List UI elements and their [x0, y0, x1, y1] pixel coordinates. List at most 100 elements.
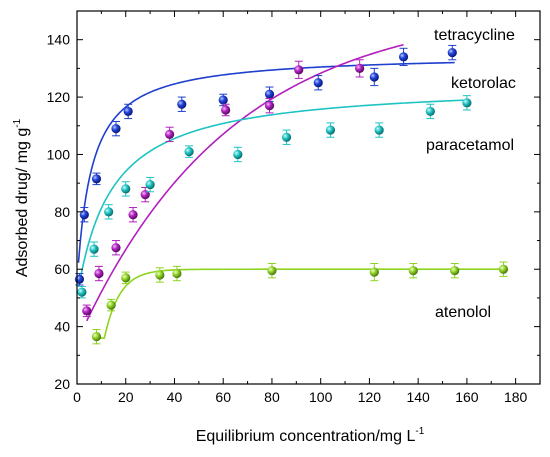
data-point-atenolol	[450, 262, 460, 279]
marker	[355, 63, 365, 73]
y-tick-label: 20	[54, 376, 70, 392]
x-tick-label: 160	[455, 389, 479, 405]
data-point-atenolol	[267, 262, 277, 279]
x-axis-label: Equilibrium concentration/mg L-1	[196, 426, 425, 445]
data-point-atenolol	[121, 271, 131, 285]
data-point-ketorolac	[82, 304, 92, 318]
data-point-atenolol	[172, 265, 182, 282]
data-point-paracetamol	[104, 204, 114, 220]
data-point-tetracycline	[218, 93, 228, 107]
marker	[106, 300, 116, 310]
marker	[140, 190, 150, 200]
data-point-tetracycline	[79, 207, 89, 223]
data-point-tetracycline	[313, 75, 323, 91]
y-tick-label: 80	[54, 204, 70, 220]
data-point-paracetamol	[184, 145, 194, 158]
label-atenolol: atenolol	[435, 304, 491, 321]
marker	[165, 129, 175, 139]
data-point-paracetamol	[325, 122, 336, 138]
marker	[369, 267, 379, 277]
data-point-tetracycline	[369, 67, 379, 87]
marker	[128, 210, 138, 220]
data-point-ketorolac	[294, 60, 304, 79]
data-point-tetracycline	[398, 47, 409, 67]
data-point-ketorolac	[221, 103, 231, 117]
x-tick-label: 120	[358, 389, 382, 405]
marker	[77, 287, 87, 297]
marker	[79, 210, 89, 220]
data-point-atenolol	[408, 262, 418, 279]
data-point-atenolol	[106, 298, 116, 312]
marker	[89, 244, 99, 254]
data-point-ketorolac	[111, 240, 121, 256]
data-point-tetracycline	[447, 44, 457, 61]
x-tick-label: 60	[215, 389, 231, 405]
label-paracetamol: paracetamol	[426, 137, 514, 154]
data-point-paracetamol	[281, 129, 292, 145]
x-tick-label: 180	[504, 389, 528, 405]
fit-curve-tetracycline	[77, 61, 455, 263]
marker	[184, 146, 194, 157]
marker	[121, 184, 131, 194]
marker	[325, 125, 336, 135]
marker	[498, 264, 509, 274]
x-tick-label: 140	[406, 389, 430, 405]
marker	[425, 106, 435, 117]
data-point-tetracycline	[91, 172, 102, 186]
marker	[218, 95, 228, 105]
marker	[74, 274, 85, 284]
data-point-ketorolac	[355, 59, 365, 78]
marker	[398, 52, 409, 62]
data-point-paracetamol	[145, 176, 155, 193]
y-tick-label: 140	[47, 32, 71, 48]
marker	[145, 179, 155, 190]
marker	[267, 266, 277, 276]
marker	[313, 78, 323, 88]
x-tick-label: 100	[309, 389, 333, 405]
marker	[450, 266, 460, 276]
data-point-paracetamol	[89, 241, 99, 257]
marker	[111, 243, 121, 253]
marker	[104, 207, 114, 217]
marker	[264, 101, 275, 111]
label-tetracycline: tetracycline	[434, 27, 515, 44]
x-tick-label: 20	[118, 389, 134, 405]
y-axis-label: Adsorbed drug/ mg g-1	[12, 118, 31, 277]
marker	[264, 89, 275, 99]
plot-frame	[76, 10, 541, 385]
x-tick-label: 40	[167, 389, 183, 405]
marker	[233, 149, 243, 160]
marker	[294, 65, 304, 75]
fit-curve-paracetamol	[78, 99, 467, 287]
marker	[82, 306, 92, 316]
marker	[462, 98, 472, 108]
data-point-tetracycline	[111, 120, 121, 137]
marker	[94, 268, 104, 279]
data-point-tetracycline	[123, 103, 133, 120]
data-point-paracetamol	[462, 95, 472, 111]
x-tick-label: 80	[264, 389, 280, 405]
marker	[121, 273, 131, 283]
data-point-ketorolac	[94, 265, 104, 282]
data-point-atenolol	[155, 267, 165, 283]
marker	[374, 125, 384, 135]
data-point-paracetamol	[121, 181, 131, 197]
marker	[111, 124, 121, 134]
marker	[177, 99, 187, 109]
data-point-ketorolac	[165, 126, 175, 143]
fit-curve-ketorolac	[86, 43, 404, 322]
x-tick-label: 0	[73, 389, 81, 405]
marker	[221, 105, 231, 115]
plot-area	[74, 43, 509, 345]
data-point-atenolol	[91, 328, 102, 345]
data-point-atenolol	[369, 262, 379, 282]
data-point-ketorolac	[140, 186, 150, 203]
y-tick-label: 120	[47, 89, 71, 105]
y-tick-label: 40	[54, 319, 70, 335]
y-tick-label: 100	[47, 146, 71, 162]
data-point-ketorolac	[128, 207, 138, 223]
marker	[123, 106, 133, 117]
data-point-paracetamol	[77, 285, 87, 299]
label-ketorolac: ketorolac	[451, 75, 516, 92]
